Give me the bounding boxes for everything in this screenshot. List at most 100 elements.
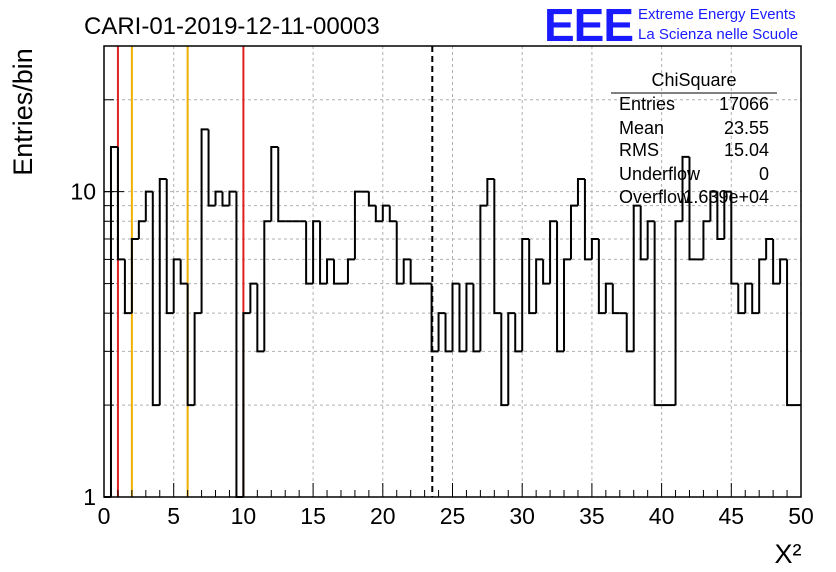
x-tick-label: 5 [167,503,180,529]
histogram-bin [109,146,118,497]
org-name-line2: La Scienza nelle Scuole [638,26,798,43]
histogram-bin [611,283,620,315]
histogram-bin [688,156,697,261]
histogram-bin [653,221,662,407]
histogram-bin [639,205,648,261]
stats-value-overflow: 1.639e+04 [683,187,769,207]
stats-label-mean: Mean [619,118,664,138]
histogram-bin [151,191,160,407]
histogram-bin [256,283,265,353]
stats-title: ChiSquare [651,70,736,90]
histogram-bin [333,259,341,285]
histogram-bin [137,220,146,239]
stats-box: ChiSquare Entries 17066 Mean 23.55 RMS 1… [611,70,777,207]
stats-label-overflow: Overflow [619,187,691,207]
histogram [104,128,801,498]
stats-label-rms: RMS [619,140,659,160]
histogram-bin [130,237,139,314]
histogram-bin [458,283,467,353]
histogram-bin [556,221,565,353]
histogram-bin [179,259,188,285]
y-tick-label: 10 [70,179,96,205]
histogram-bin [270,146,279,222]
histogram-bin [604,282,613,314]
histogram-bin [346,258,355,284]
histogram-bin [326,258,335,284]
histogram-bin [646,220,655,260]
histogram-bin [779,258,788,284]
histogram-bin [563,258,571,352]
stats-label-underflow: Underflow [619,164,701,184]
histogram-bin [319,221,328,285]
x-tick-label: 10 [231,503,257,529]
histogram-bin [765,237,774,260]
grid-lines [104,46,801,497]
histogram-bin [235,191,244,498]
histogram-bin [751,283,760,315]
histogram-bin [158,178,167,406]
histogram-bin [395,221,404,285]
axes: 0 5 10 15 20 25 30 35 40 45 50 1 10 [70,45,814,529]
histogram-bin [709,190,718,222]
histogram-bin [221,191,230,207]
histogram-bin [535,258,544,314]
histogram-bin [730,191,739,285]
histogram-bin [583,179,592,261]
histogram-bin [597,238,606,315]
histogram-bin [500,313,509,407]
histogram-bin [528,238,537,315]
histogram-bin [625,313,634,353]
histogram-bin [200,128,209,314]
histogram-bin [193,312,202,406]
histogram-bin [402,258,411,284]
x-tick-label: 15 [300,503,326,529]
histogram-bin [681,155,690,222]
histogram-bin [632,204,641,352]
histogram-bin [786,259,795,407]
histogram-bin [277,147,286,223]
histogram-bin [674,220,683,406]
run-title: CARI-01-2019-12-11-00003 [84,13,380,40]
histogram-bin [716,191,725,240]
histogram-bin [772,238,781,285]
histogram-bin [451,282,460,352]
histogram-bin [123,259,132,315]
x-tick-label: 45 [719,503,745,529]
histogram-bin [312,220,321,284]
histogram-bin [430,283,439,353]
histogram-bin [374,205,383,223]
histogram-bin [437,312,446,352]
histogram-bin [486,178,495,206]
x-axis-label: X² [775,539,802,569]
threshold-markers [116,46,434,497]
histogram-bin [409,259,418,285]
x-tick-label: 30 [509,503,535,529]
histogram-bin [116,147,125,261]
y-axis-label: Entries/bin [8,48,38,176]
histogram-bin [479,204,488,352]
stats-label-entries: Entries [619,94,675,114]
histogram-bin [590,237,599,260]
histogram-bin [165,179,174,315]
histogram-bin [186,283,195,407]
x-tick-label: 50 [788,503,814,529]
histogram-bin [207,129,216,207]
histogram-bin [444,313,453,353]
histogram-bin [569,204,578,260]
stats-value-mean: 23.55 [724,118,769,138]
x-tick-label: 20 [370,503,396,529]
histogram-bin [388,205,397,223]
histogram-bin [493,179,502,315]
histogram-bin [172,258,181,314]
histogram-bin [549,220,558,284]
histogram-bin [472,283,481,353]
histogram-bin [521,237,530,352]
stats-value-rms: 15.04 [724,140,769,160]
eee-logo: EEE [544,0,633,51]
histogram-bin [367,191,376,207]
histogram-bin [514,313,523,353]
histogram-bin [144,190,153,222]
histogram-bin [758,258,767,314]
histogram-bin [576,178,585,206]
